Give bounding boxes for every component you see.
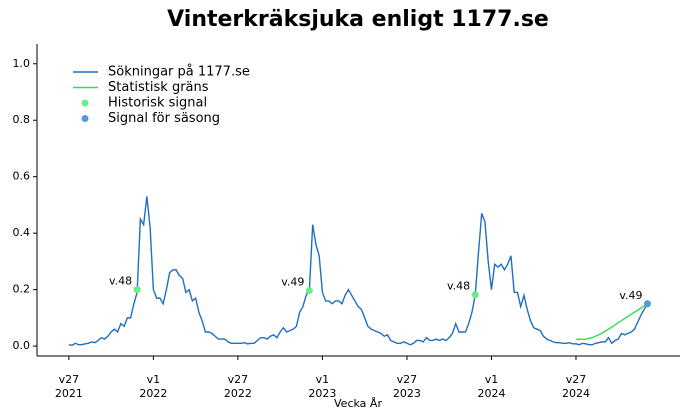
y-tick-label: 0.4 bbox=[13, 226, 31, 239]
point bbox=[643, 300, 651, 308]
point-label: v.48 bbox=[447, 280, 470, 293]
point-label: v.49 bbox=[619, 289, 642, 302]
line bbox=[68, 196, 649, 347]
legend-label: Historisk signal bbox=[108, 96, 207, 111]
x-tick-label: v27 bbox=[228, 373, 249, 386]
x-tick-label: v1 bbox=[316, 373, 330, 386]
legend-marker bbox=[81, 99, 89, 107]
x-tick-label: v27 bbox=[566, 373, 587, 386]
legend-label: Sökningar på 1177.se bbox=[108, 65, 250, 80]
y-tick-label: 0.6 bbox=[13, 170, 31, 183]
x-tick-label: v27 bbox=[59, 373, 80, 386]
x-tick-label: 2022 bbox=[224, 387, 252, 400]
legend-marker bbox=[81, 115, 89, 122]
x-tick-label: v27 bbox=[397, 373, 418, 386]
x-tick-label: 2021 bbox=[55, 387, 83, 400]
point-label: v.49 bbox=[281, 275, 304, 288]
y-tick-label: 0.8 bbox=[13, 113, 31, 126]
line bbox=[575, 303, 648, 341]
y-tick-label: 1.0 bbox=[13, 57, 31, 70]
x-axis-label: Vecka År bbox=[334, 397, 382, 410]
point bbox=[133, 286, 141, 294]
legend-label: Signal för säsong bbox=[108, 111, 220, 126]
x-tick-label: 2024 bbox=[477, 387, 505, 400]
point bbox=[471, 291, 479, 299]
chart-title: Vinterkräksjuka enligt 1177.se bbox=[167, 7, 549, 32]
x-tick-label: v1 bbox=[485, 373, 499, 386]
y-tick-label: 0.2 bbox=[13, 283, 31, 296]
point bbox=[305, 286, 313, 294]
y-tick-label: 0.0 bbox=[13, 339, 31, 352]
point-label: v.48 bbox=[109, 275, 132, 288]
x-tick-label: 2023 bbox=[393, 387, 421, 400]
x-tick-label: v1 bbox=[147, 373, 161, 386]
x-tick-label: 2023 bbox=[308, 387, 336, 400]
legend-label: Statistisk gräns bbox=[108, 80, 209, 95]
x-tick-label: 2022 bbox=[139, 387, 167, 400]
x-tick-label: 2024 bbox=[562, 387, 590, 400]
